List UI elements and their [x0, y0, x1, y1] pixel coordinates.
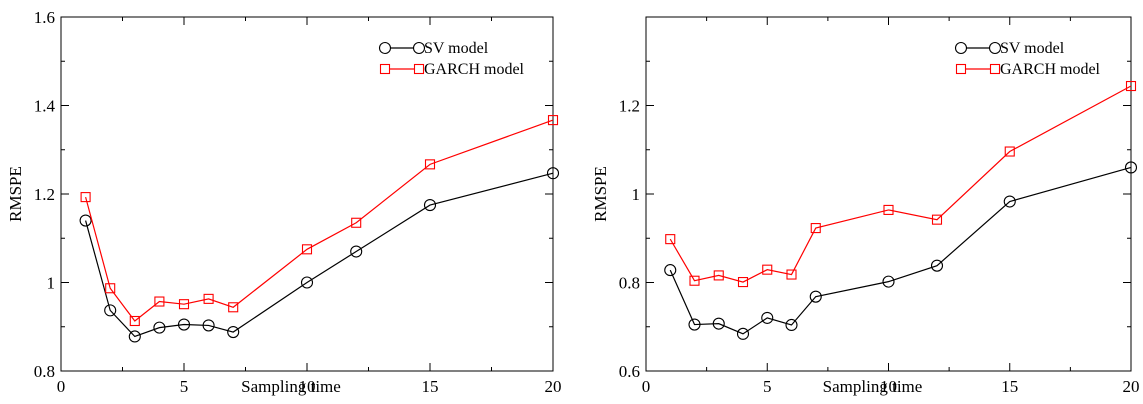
y-axis-label: RMSPE: [6, 166, 25, 222]
sv-data-point: [761, 311, 774, 324]
series-line-garch: [85, 119, 554, 322]
y-tick-label: 1: [47, 274, 56, 293]
garch-data-point: [713, 270, 724, 281]
x-tick-label: 10: [880, 377, 897, 396]
garch-data-point: [689, 275, 700, 286]
x-tick-label: 15: [1001, 377, 1018, 396]
y-tick-label: 1.2: [34, 185, 55, 204]
legend-marker: [412, 41, 426, 55]
garch-data-point: [424, 159, 436, 170]
y-tick-label: 1.4: [34, 97, 56, 116]
garch-data-point: [737, 277, 749, 288]
sv-data-point: [202, 319, 215, 332]
garch-data-point: [301, 244, 313, 255]
legend-marker: [378, 41, 392, 55]
x-tick-label: 5: [763, 377, 772, 396]
legend-marker: [988, 41, 1002, 55]
garch-data-point: [762, 264, 773, 275]
legend-marker: [955, 63, 967, 75]
garch-data-point: [228, 302, 239, 313]
garch-data-point: [129, 315, 140, 327]
garch-data-point: [786, 269, 797, 280]
legend-label: GARCH model: [1000, 61, 1101, 78]
x-axis-label: Sampling time: [241, 377, 341, 396]
sv-data-point: [1003, 195, 1016, 208]
x-tick-label: 0: [642, 377, 651, 396]
series-line-garch: [669, 85, 1132, 283]
sv-data-point: [128, 330, 141, 343]
legend-label: SV model: [1000, 40, 1065, 57]
left-chart-panel: 0 5 10 15 20 0.8 1 1.2 1.4 1.6 Sampling time RMSPE S…: [6, 8, 562, 396]
garch-data-point: [547, 115, 559, 126]
sv-data-point: [546, 167, 560, 180]
garch-data-point: [883, 204, 894, 215]
sv-data-point: [664, 264, 677, 277]
series-line-sv: [85, 172, 554, 338]
garch-data-point: [351, 217, 362, 228]
garch-data-point: [1004, 146, 1015, 157]
garch-data-point: [931, 214, 943, 225]
sv-data-point: [350, 245, 363, 258]
x-tick-label: 0: [57, 377, 66, 396]
sv-data-point: [882, 275, 895, 288]
garch-data-point: [810, 223, 821, 234]
sv-data-point: [785, 318, 798, 332]
x-tick-label: 5: [180, 377, 189, 396]
garch-data-point: [154, 296, 165, 307]
garch-data-point: [80, 192, 91, 203]
y-axis-label: RMSPE: [591, 166, 610, 222]
x-tick-label: 20: [545, 377, 562, 396]
y-tick-label: 1.2: [619, 97, 640, 116]
x-tick-label: 20: [1123, 377, 1140, 396]
y-tick-label: 0.6: [619, 362, 640, 381]
sv-data-point: [736, 327, 750, 340]
garch-data-point: [665, 234, 676, 245]
legend-label: SV model: [424, 40, 489, 57]
legend-marker: [379, 63, 391, 75]
garch-data-point: [105, 283, 116, 294]
sv-data-point: [104, 304, 117, 317]
legend-marker: [413, 63, 425, 75]
y-tick-label: 1: [632, 185, 641, 204]
legend-label: GARCH model: [424, 61, 525, 78]
sv-data-point: [930, 259, 944, 272]
sv-data-point: [809, 290, 822, 303]
legend-marker: [989, 63, 1001, 75]
y-tick-label: 0.8: [619, 274, 640, 293]
sv-data-point: [153, 321, 166, 334]
sv-data-point: [177, 318, 191, 331]
garch-data-point: [1125, 80, 1137, 92]
x-tick-label: 10: [299, 377, 316, 396]
sv-data-point: [1124, 161, 1138, 174]
y-tick-label: 1.6: [34, 8, 55, 27]
x-tick-label: 15: [422, 377, 439, 396]
sv-data-point: [300, 276, 314, 289]
sv-data-point: [423, 199, 437, 212]
x-axis-label: Sampling time: [823, 377, 923, 396]
garch-data-point: [178, 299, 190, 310]
sv-data-point: [688, 318, 701, 331]
y-tick-label: 0.8: [34, 362, 55, 381]
sv-data-point: [79, 214, 92, 227]
right-chart-panel: 0 5 10 15 20 0.6 0.8 1 1.2 Sampling time RMSPE SV m…: [591, 16, 1140, 396]
sv-data-point: [227, 326, 240, 339]
garch-data-point: [203, 293, 214, 304]
sv-data-point: [712, 317, 725, 330]
legend-marker: [954, 41, 968, 55]
series-line-sv: [669, 166, 1132, 335]
